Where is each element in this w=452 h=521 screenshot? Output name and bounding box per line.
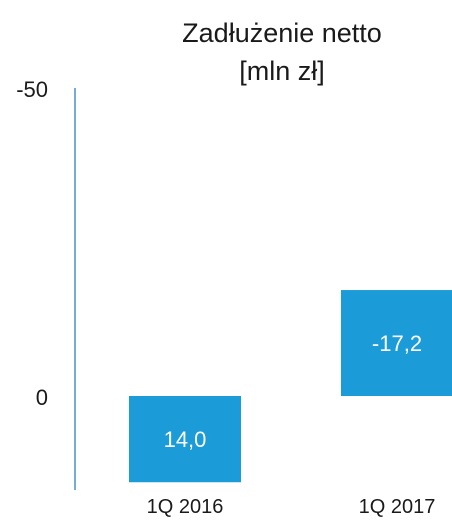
chart-title-line-1: Zadłużenie netto xyxy=(182,18,382,48)
x-category-label: 1Q 2017 xyxy=(359,496,436,518)
bar-data-label: -17,2 xyxy=(372,331,422,356)
y-tick-label: 0 xyxy=(36,385,48,410)
bar xyxy=(129,396,241,483)
chart-title-line-2: [mln zł] xyxy=(239,56,325,86)
bar-data-label: 14,0 xyxy=(164,427,207,452)
x-category-label: 1Q 2016 xyxy=(147,496,224,518)
y-tick-label: -50 xyxy=(16,77,48,102)
bar xyxy=(341,290,452,396)
